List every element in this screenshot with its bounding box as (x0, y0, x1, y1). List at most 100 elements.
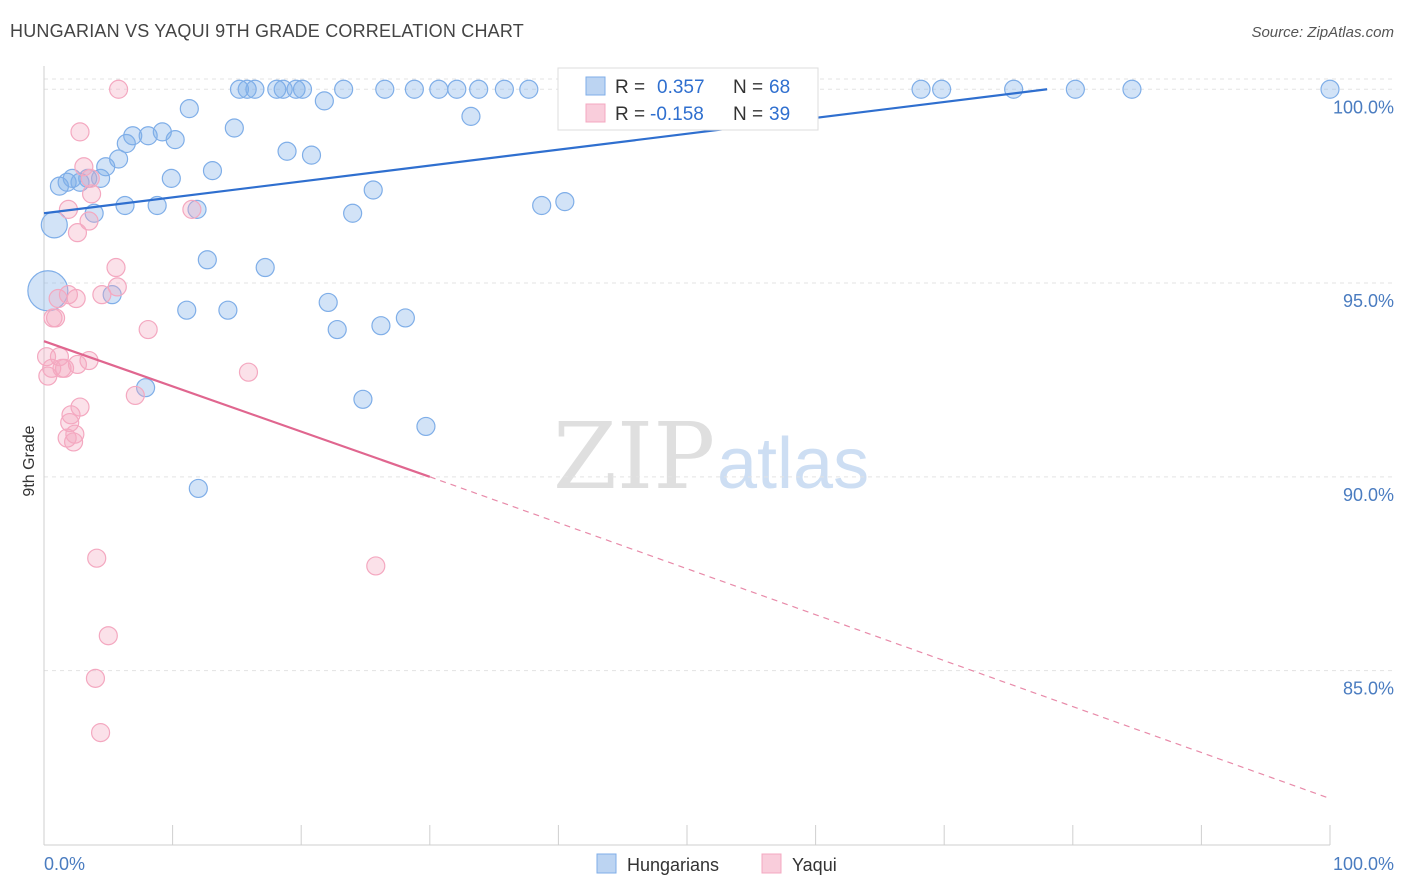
yaqui-point (52, 358, 72, 378)
yaqui-point (87, 548, 107, 568)
yaqui-point (74, 157, 94, 177)
watermark-zip: ZIP (553, 403, 715, 510)
hungarians-point (197, 250, 217, 270)
legend-r-value-2: -0.158 (650, 104, 704, 125)
yaqui-point (92, 285, 112, 305)
legend-n-value-1: 68 (769, 77, 790, 98)
hungarians-point (353, 389, 373, 409)
hungarians-point (1004, 79, 1024, 99)
yaqui-point (67, 354, 88, 375)
hungarians-point (292, 79, 313, 99)
hungarians-point (494, 79, 514, 99)
hungarians-point (932, 79, 952, 99)
bottom-legend: Hungarians Yaqui (596, 853, 837, 875)
hungarians-point (123, 126, 143, 146)
yaqui-point (67, 223, 88, 243)
hungarians-point (245, 79, 265, 99)
hungarians-point (1065, 79, 1085, 99)
y-tick-labels: 85.0% 90.0% 95.0% 100.0% (1333, 97, 1394, 698)
yaqui-point (81, 184, 102, 204)
yaqui-point (70, 397, 90, 417)
hungarians-point (116, 133, 136, 154)
yaqui-point (70, 122, 90, 142)
hungarians-trend-line (43, 88, 1048, 215)
hungarians-point (318, 292, 338, 313)
axes (43, 66, 1331, 846)
hungarians-point (532, 195, 552, 216)
hungarians-point (395, 308, 415, 328)
hungarians-point (108, 149, 129, 169)
hungarians-point (177, 300, 197, 320)
hungarians-point (371, 316, 391, 336)
y-tick-label: 100.0% (1333, 97, 1394, 117)
hungarians-point (1122, 79, 1142, 99)
hungarians-point (115, 195, 135, 216)
hungarians-point (229, 79, 250, 99)
x-tick-label-min: 0.0% (44, 854, 85, 874)
yaqui-point (125, 385, 145, 406)
legend-box: R = 0.357 N = 68 R = -0.158 N = 39 (557, 67, 819, 131)
watermark-atlas: atlas (717, 424, 869, 504)
bottom-legend-swatch-yaqui (761, 853, 782, 874)
hungarians-point (224, 118, 244, 138)
legend-n-value-2: 39 (769, 104, 790, 125)
y-tick-label: 90.0% (1343, 485, 1394, 505)
yaqui-point (85, 668, 106, 688)
yaqui-trend-line-extension (429, 476, 1331, 800)
hungarians-point (147, 195, 167, 216)
yaqui-point (366, 556, 386, 576)
yaqui-point (66, 288, 86, 309)
hungarians-point (327, 319, 347, 340)
legend-r-label-2: R = (615, 104, 645, 125)
hungarians-point (161, 168, 181, 188)
bottom-legend-hungarians: Hungarians (627, 855, 719, 875)
yaqui-point (63, 432, 84, 452)
yaqui-point (238, 362, 259, 382)
y-tick-label: 95.0% (1343, 291, 1394, 311)
yaqui-point (43, 308, 63, 328)
yaqui-trend-line (43, 340, 431, 478)
hungarians-point (188, 478, 208, 499)
chart-title: HUNGARIAN VS YAQUI 9TH GRADE CORRELATION… (10, 21, 524, 41)
bottom-legend-swatch-hungarians (596, 853, 617, 874)
source-label: Source: ZipAtlas.com (1251, 24, 1394, 41)
trend-lines (43, 88, 1331, 800)
yaqui-point (60, 412, 80, 433)
hungarians-point (1320, 79, 1340, 99)
legend-n-label-1: N = (733, 77, 763, 98)
hungarians-point (202, 161, 223, 181)
hungarians-point (138, 126, 158, 146)
yaqui-point (79, 211, 99, 231)
yaqui-points (36, 79, 386, 743)
yaqui-point (107, 277, 127, 297)
legend-r-label-1: R = (615, 77, 645, 98)
hungarians-point (237, 79, 257, 99)
hungarians-point (447, 79, 467, 99)
hungarians-point (165, 130, 185, 150)
hungarians-point (334, 79, 354, 99)
hungarians-point (519, 79, 539, 99)
hungarians-point (277, 141, 297, 161)
hungarians-point (404, 79, 424, 99)
legend-r-value-1: 0.357 (657, 77, 705, 98)
legend-swatch-hungarians (585, 76, 606, 96)
hungarians-point (555, 192, 575, 212)
hungarians-point (314, 91, 334, 111)
yaqui-point (138, 319, 158, 340)
legend-swatch-yaqui (585, 103, 606, 123)
hungarians-point (286, 79, 306, 99)
hungarians-point (179, 99, 199, 119)
hungarians-point (343, 203, 363, 223)
hungarians-point (429, 79, 449, 99)
yaqui-point (65, 424, 85, 444)
y-tick-label: 85.0% (1343, 679, 1394, 699)
hungarians-point (301, 145, 322, 165)
yaqui-point (108, 79, 129, 99)
yaqui-point (90, 723, 111, 743)
x-tick-label-max: 100.0% (1333, 854, 1394, 874)
hungarians-point (461, 106, 481, 126)
yaqui-point (182, 199, 202, 219)
hungarians-point (363, 180, 383, 200)
hungarians-point (267, 79, 287, 99)
